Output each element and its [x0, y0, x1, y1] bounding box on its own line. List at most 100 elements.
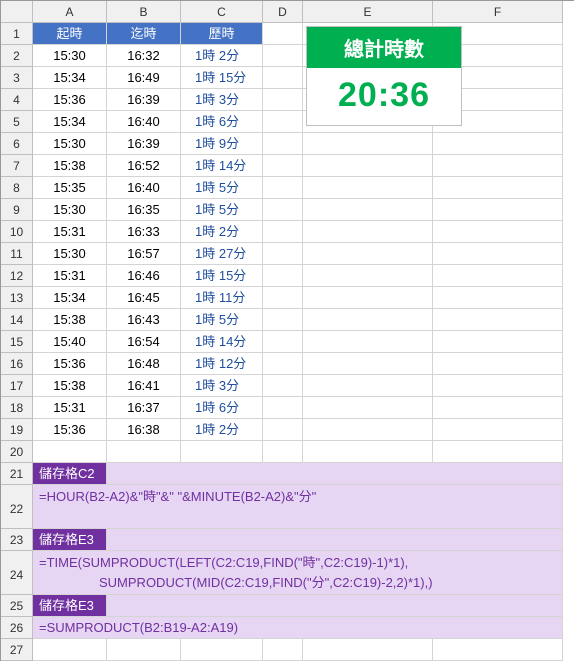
cell-D9[interactable]: [263, 199, 303, 221]
header-duration[interactable]: 歷時: [181, 23, 263, 45]
row-header-6[interactable]: 6: [1, 133, 33, 155]
cell-A19[interactable]: 15:36: [33, 419, 107, 441]
cell-C10[interactable]: 1時 2分: [181, 221, 263, 243]
cell-A2[interactable]: 15:30: [33, 45, 107, 67]
row-header-13[interactable]: 13: [1, 287, 33, 309]
cell-C17[interactable]: 1時 3分: [181, 375, 263, 397]
cell-B2[interactable]: 16:32: [107, 45, 181, 67]
cell-F19[interactable]: [433, 419, 563, 441]
row-header-12[interactable]: 12: [1, 265, 33, 287]
cell-B19[interactable]: 16:38: [107, 419, 181, 441]
cell-F13[interactable]: [433, 287, 563, 309]
cell-row20-0[interactable]: [33, 441, 107, 463]
cell-C11[interactable]: 1時 27分: [181, 243, 263, 265]
col-header-B[interactable]: B: [107, 1, 181, 23]
cell-row20-1[interactable]: [107, 441, 181, 463]
cell-D14[interactable]: [263, 309, 303, 331]
cell-A4[interactable]: 15:36: [33, 89, 107, 111]
cell-row27-0[interactable]: [33, 639, 107, 661]
row-header-16[interactable]: 16: [1, 353, 33, 375]
cell-B25[interactable]: [107, 595, 563, 617]
cell-D16[interactable]: [263, 353, 303, 375]
cell-B9[interactable]: 16:35: [107, 199, 181, 221]
cell-B6[interactable]: 16:39: [107, 133, 181, 155]
cell-A11[interactable]: 15:30: [33, 243, 107, 265]
col-header-C[interactable]: C: [181, 1, 263, 23]
cell-row20-2[interactable]: [181, 441, 263, 463]
cell-A7[interactable]: 15:38: [33, 155, 107, 177]
cell-row27-5[interactable]: [433, 639, 563, 661]
cell-C9[interactable]: 1時 5分: [181, 199, 263, 221]
cell-C8[interactable]: 1時 5分: [181, 177, 263, 199]
cell-C12[interactable]: 1時 15分: [181, 265, 263, 287]
row-header-15[interactable]: 15: [1, 331, 33, 353]
cell-F6[interactable]: [433, 133, 563, 155]
row-header-22[interactable]: 22: [1, 485, 33, 529]
cell-B14[interactable]: 16:43: [107, 309, 181, 331]
cell-D17[interactable]: [263, 375, 303, 397]
row-header-20[interactable]: 20: [1, 441, 33, 463]
cell-row20-3[interactable]: [263, 441, 303, 463]
cell-F15[interactable]: [433, 331, 563, 353]
cell-A22[interactable]: =HOUR(B2-A2)&"時"&" "&MINUTE(B2-A2)&"分": [33, 485, 563, 529]
cell-F12[interactable]: [433, 265, 563, 287]
cell-D13[interactable]: [263, 287, 303, 309]
cell-C6[interactable]: 1時 9分: [181, 133, 263, 155]
cell-E9[interactable]: [303, 199, 433, 221]
cell-B15[interactable]: 16:54: [107, 331, 181, 353]
row-header-26[interactable]: 26: [1, 617, 33, 639]
cell-A15[interactable]: 15:40: [33, 331, 107, 353]
cell-row27-4[interactable]: [303, 639, 433, 661]
row-header-14[interactable]: 14: [1, 309, 33, 331]
cell-E10[interactable]: [303, 221, 433, 243]
cell-E12[interactable]: [303, 265, 433, 287]
row-header-7[interactable]: 7: [1, 155, 33, 177]
col-header-F[interactable]: F: [433, 1, 563, 23]
row-header-18[interactable]: 18: [1, 397, 33, 419]
cell-D7[interactable]: [263, 155, 303, 177]
cell-F8[interactable]: [433, 177, 563, 199]
row-header-19[interactable]: 19: [1, 419, 33, 441]
cell-B12[interactable]: 16:46: [107, 265, 181, 287]
cell-A10[interactable]: 15:31: [33, 221, 107, 243]
cell-C13[interactable]: 1時 11分: [181, 287, 263, 309]
cell-E8[interactable]: [303, 177, 433, 199]
cell-B8[interactable]: 16:40: [107, 177, 181, 199]
cell-row27-2[interactable]: [181, 639, 263, 661]
cell-E13[interactable]: [303, 287, 433, 309]
cell-A18[interactable]: 15:31: [33, 397, 107, 419]
cell-C3[interactable]: 1時 15分: [181, 67, 263, 89]
cell-B10[interactable]: 16:33: [107, 221, 181, 243]
cell-A16[interactable]: 15:36: [33, 353, 107, 375]
row-header-3[interactable]: 3: [1, 67, 33, 89]
cell-E15[interactable]: [303, 331, 433, 353]
spreadsheet[interactable]: ABCDEF1起時迄時歷時215:3016:321時 2分315:3416:49…: [0, 0, 574, 661]
row-header-27[interactable]: 27: [1, 639, 33, 661]
cell-B7[interactable]: 16:52: [107, 155, 181, 177]
row-header-24[interactable]: 24: [1, 551, 33, 595]
cell-E17[interactable]: [303, 375, 433, 397]
cell-F18[interactable]: [433, 397, 563, 419]
cell-D8[interactable]: [263, 177, 303, 199]
cell-B5[interactable]: 16:40: [107, 111, 181, 133]
cell-B17[interactable]: 16:41: [107, 375, 181, 397]
header-end[interactable]: 迄時: [107, 23, 181, 45]
cell-A21[interactable]: 儲存格C2: [33, 463, 107, 485]
cell-A6[interactable]: 15:30: [33, 133, 107, 155]
select-all[interactable]: [1, 1, 33, 23]
row-header-11[interactable]: 11: [1, 243, 33, 265]
cell-E11[interactable]: [303, 243, 433, 265]
cell-D15[interactable]: [263, 331, 303, 353]
cell-F7[interactable]: [433, 155, 563, 177]
cell-B3[interactable]: 16:49: [107, 67, 181, 89]
cell-A14[interactable]: 15:38: [33, 309, 107, 331]
row-header-9[interactable]: 9: [1, 199, 33, 221]
cell-row20-5[interactable]: [433, 441, 563, 463]
cell-D19[interactable]: [263, 419, 303, 441]
header-start[interactable]: 起時: [33, 23, 107, 45]
cell-F11[interactable]: [433, 243, 563, 265]
col-header-E[interactable]: E: [303, 1, 433, 23]
cell-B23[interactable]: [107, 529, 563, 551]
cell-D4[interactable]: [263, 89, 303, 111]
cell-B16[interactable]: 16:48: [107, 353, 181, 375]
